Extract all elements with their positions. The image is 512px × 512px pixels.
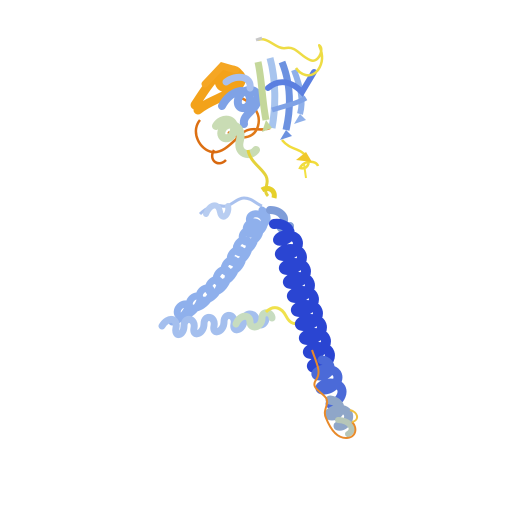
dark-blue-helix-main [266, 206, 355, 437]
yellow-loop-right [281, 139, 320, 170]
domain-helix-blue [218, 86, 263, 128]
light-blue-helix-upper [198, 196, 263, 220]
globular-domain [190, 36, 324, 199]
beta-sheet [254, 57, 317, 140]
domain-helix-green [212, 115, 260, 159]
c-terminal-loop [311, 349, 358, 440]
light-blue-helix-long [168, 206, 271, 326]
yellow-loop-top [257, 38, 324, 77]
